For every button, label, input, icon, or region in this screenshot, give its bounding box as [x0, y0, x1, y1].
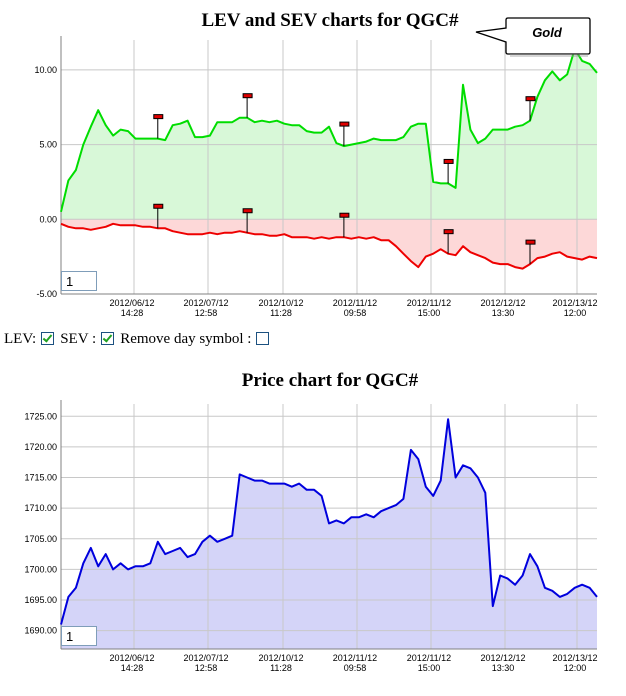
series-line-price — [60, 418, 598, 625]
x-tick-label: 2012/12/12 — [480, 298, 525, 308]
series-fill-sev — [61, 219, 597, 269]
sev-label: SEV : — [60, 331, 97, 348]
x-tick-label: 13:30 — [492, 308, 515, 318]
y-tick-label: 1725.00 — [24, 411, 57, 421]
sev-checkbox[interactable] — [101, 332, 115, 346]
price-page-input[interactable] — [61, 626, 97, 646]
x-tick-label: 2012/11/12 — [407, 298, 451, 308]
y-tick-label: 1715.00 — [24, 473, 57, 483]
x-tick-label: 14:28 — [121, 308, 144, 318]
x-tick-label: 2012/06/12 — [109, 653, 154, 663]
x-tick-label: 2012/11/12 — [407, 653, 451, 663]
lev-sev-page-input[interactable] — [61, 271, 97, 291]
x-tick-label: 11:28 — [270, 663, 292, 673]
day-marker — [153, 203, 164, 229]
x-tick-label: 14:28 — [121, 663, 144, 673]
y-tick-label: 1700.00 — [24, 564, 57, 574]
y-tick-label: 1690.00 — [24, 626, 57, 636]
y-tick-label: 1705.00 — [24, 534, 57, 544]
series-line-lev — [60, 48, 598, 213]
day-marker — [443, 229, 454, 254]
x-tick-label: 2012/07/12 — [183, 653, 228, 663]
y-tick-label: 10.00 — [34, 65, 57, 75]
x-tick-label: 09:58 — [344, 663, 367, 673]
day-marker — [242, 93, 253, 118]
x-tick-label: 12:00 — [564, 663, 587, 673]
x-tick-label: 12:00 — [564, 308, 587, 318]
series-fill-lev — [61, 49, 597, 220]
x-tick-label: 2012/10/12 — [258, 298, 303, 308]
x-tick-label: 2012/11/12 — [333, 298, 377, 308]
x-tick-label: 2012/13/12 — [552, 653, 597, 663]
x-tick-label: 13:30 — [492, 663, 515, 673]
x-tick-label: 15:00 — [418, 308, 441, 318]
y-tick-label: 1695.00 — [24, 595, 57, 605]
day-marker — [443, 158, 454, 184]
price-chart-title: Price chart for QGC# — [241, 370, 419, 391]
day-marker — [153, 114, 164, 139]
day-marker — [339, 121, 350, 147]
x-tick-label: 2012/06/12 — [109, 298, 154, 308]
x-tick-label: 15:00 — [418, 663, 441, 673]
y-tick-label: 1720.00 — [24, 442, 57, 452]
day-marker — [525, 96, 536, 121]
day-marker — [339, 212, 350, 238]
day-marker — [242, 208, 253, 233]
x-tick-label: 2012/11/12 — [333, 653, 377, 663]
lev-checkbox[interactable] — [41, 332, 55, 346]
remove-day-symbol-label: Remove day symbol : — [120, 331, 252, 348]
y-tick-label: 5.00 — [39, 140, 57, 150]
x-tick-label: 2012/07/12 — [183, 298, 228, 308]
x-tick-label: 12:58 — [195, 308, 218, 318]
lev-label: LEV: — [4, 331, 37, 348]
series-line-sev — [60, 222, 598, 270]
series-fill-price — [61, 419, 597, 649]
x-tick-label: 12:58 — [195, 663, 218, 673]
lev-sev-chart-title: LEV and SEV charts for QGC# — [201, 10, 459, 31]
y-tick-label: 0.00 — [39, 214, 57, 224]
day-marker — [525, 239, 536, 265]
x-tick-label: 09:58 — [344, 308, 367, 318]
gold-callout-label: Gold — [532, 25, 562, 40]
price-chart: 1725.00 1720.00 1715.00 1710.00 1705.00 1700.… — [24, 400, 598, 673]
remove-day-symbol-checkbox[interactable] — [256, 332, 270, 346]
y-tick-label: 1710.00 — [24, 503, 57, 513]
x-tick-label: 2012/10/12 — [258, 653, 303, 663]
chart-controls: LEV: SEV : Remove day symbol : — [4, 331, 275, 348]
x-tick-label: 2012/13/12 — [552, 298, 597, 308]
x-tick-label: 11:28 — [270, 308, 292, 318]
y-tick-label: -5.00 — [36, 289, 57, 299]
x-tick-label: 2012/12/12 — [480, 653, 525, 663]
